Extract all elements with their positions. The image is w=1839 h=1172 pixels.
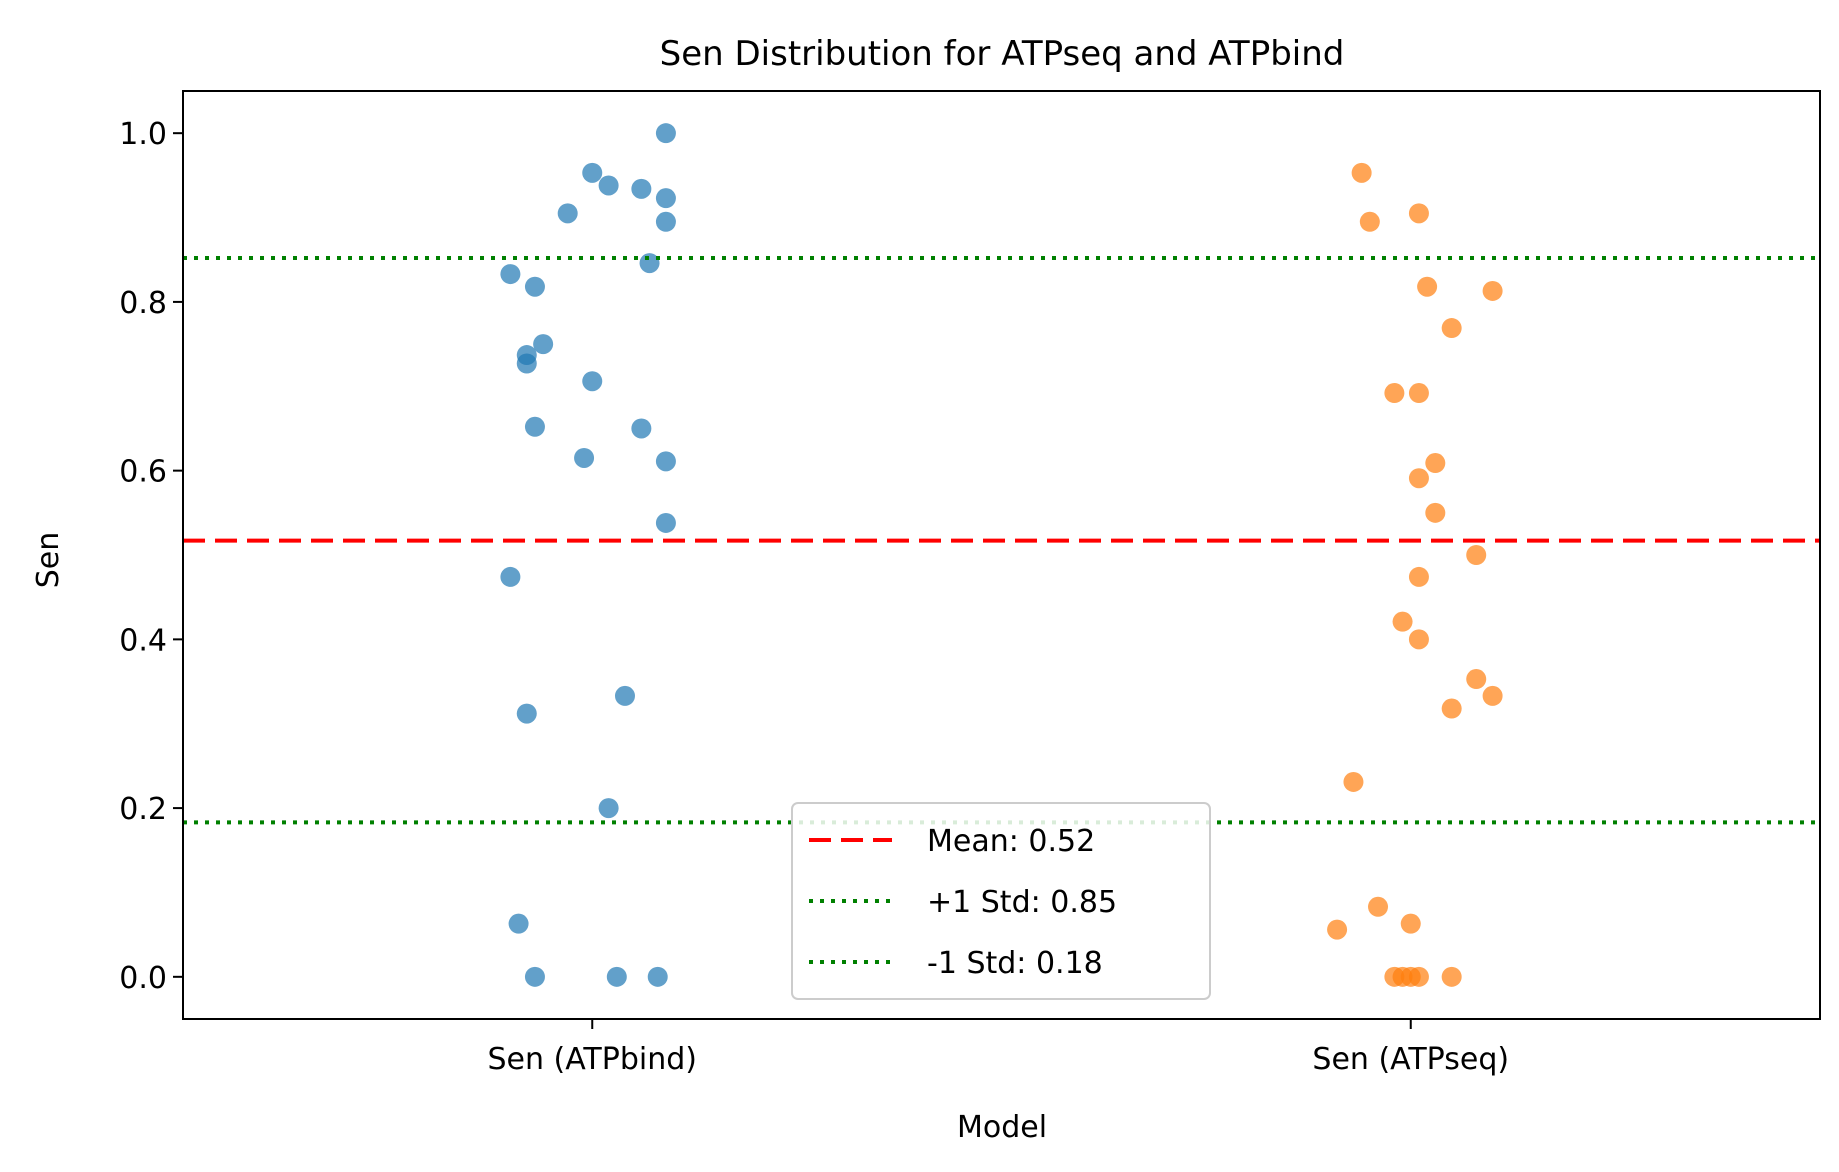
data-point-atpbind — [639, 253, 660, 274]
legend: Mean: 0.52 +1 Std: 0.85 -1 Std: 0.18 — [791, 802, 1211, 1000]
data-point-atpseq — [1417, 276, 1438, 297]
data-point-atpseq — [1384, 383, 1405, 404]
data-point-atpseq — [1482, 685, 1503, 706]
data-point-atpbind — [598, 175, 619, 196]
x-tick-label: Sen (ATPseq) — [1312, 1042, 1509, 1077]
data-point-atpbind — [516, 703, 537, 724]
data-point-atpbind — [533, 334, 554, 355]
y-tick-label: 0.4 — [119, 623, 167, 658]
data-point-atpseq — [1408, 629, 1429, 650]
data-point-atpseq — [1441, 966, 1462, 987]
data-point-atpbind — [524, 276, 545, 297]
axes-frame — [182, 90, 1821, 1020]
y-tick-label: 0.8 — [119, 286, 167, 321]
data-point-atpbind — [500, 264, 521, 285]
data-point-atpseq — [1441, 318, 1462, 339]
data-point-atpbind — [606, 966, 627, 987]
data-point-atpseq — [1408, 383, 1429, 404]
x-tick-label: Sen (ATPbind) — [487, 1042, 697, 1077]
data-point-atpbind — [614, 685, 635, 706]
legend-box — [791, 802, 1211, 1000]
data-point-atpbind — [655, 451, 676, 472]
y-tick-label: 1.0 — [119, 117, 167, 152]
data-point-atpseq — [1343, 771, 1364, 792]
y-tick-label: 0.6 — [119, 455, 167, 490]
y-tick-label: 0.0 — [119, 961, 167, 996]
data-point-atpseq — [1482, 280, 1503, 301]
legend-label: +1 Std: 0.85 — [927, 885, 1117, 920]
data-point-atpbind — [631, 418, 652, 439]
data-point-atpbind — [631, 178, 652, 199]
data-point-atpseq — [1408, 468, 1429, 489]
y-tick-label: 0.2 — [119, 792, 167, 827]
data-point-atpseq — [1359, 211, 1380, 232]
data-point-atpseq — [1466, 545, 1487, 565]
data-point-atpseq — [1351, 162, 1372, 183]
data-point-atpseq — [1408, 966, 1429, 987]
data-point-atpseq — [1327, 919, 1348, 940]
data-point-atpseq — [1400, 913, 1421, 934]
data-point-atpbind — [655, 512, 676, 533]
data-point-atpseq — [1466, 669, 1487, 690]
data-point-atpbind — [655, 123, 676, 144]
data-point-atpseq — [1425, 453, 1446, 474]
chart-title: Sen Distribution for ATPseq and ATPbind — [660, 34, 1345, 74]
data-point-atpseq — [1425, 502, 1446, 523]
data-point-atpbind — [516, 353, 537, 374]
data-point-atpseq — [1392, 611, 1413, 632]
data-point-atpbind — [655, 211, 676, 232]
data-point-atpbind — [524, 966, 545, 987]
legend-label: -1 Std: 0.18 — [927, 946, 1103, 981]
y-axis-label: Sen — [31, 532, 66, 589]
plot-area: 0.0 0.2 0.4 0.6 0.8 1.0 Sen (ATPbind) Sen (ATPs… — [119, 90, 1821, 1077]
data-point-atpseq — [1408, 203, 1429, 224]
data-point-atpseq — [1368, 896, 1389, 917]
data-point-atpseq — [1408, 566, 1429, 587]
data-point-atpbind — [500, 566, 521, 587]
data-point-atpbind — [598, 798, 619, 819]
x-axis-label: Model — [957, 1110, 1047, 1145]
data-point-atpbind — [508, 913, 529, 934]
data-point-atpbind — [557, 203, 578, 224]
data-point-atpseq — [1441, 698, 1462, 719]
data-point-atpbind — [647, 966, 668, 987]
data-point-atpbind — [524, 416, 545, 437]
data-point-atpbind — [655, 188, 676, 209]
legend-label: Mean: 0.52 — [927, 824, 1095, 859]
data-point-atpbind — [582, 371, 603, 392]
data-point-atpbind — [574, 447, 595, 468]
data-point-atpbind — [582, 162, 603, 183]
